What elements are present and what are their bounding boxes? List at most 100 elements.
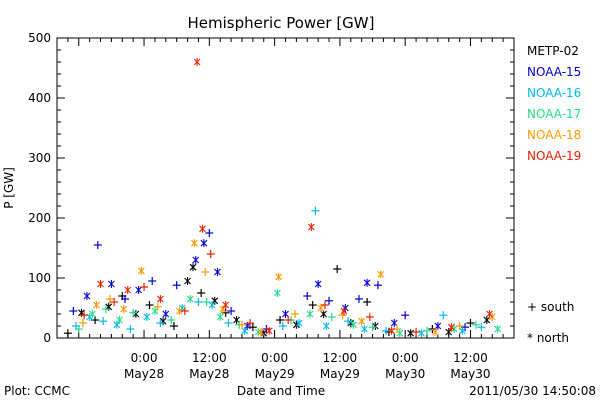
data-point-north: [295, 319, 303, 327]
footer-plot-source: Plot: CCMC: [4, 384, 70, 398]
data-point-south: [471, 320, 480, 329]
data-point-south: [308, 301, 317, 309]
y-tick-label: 500: [28, 31, 51, 45]
data-point-north: [151, 307, 159, 315]
data-point-south: [333, 265, 342, 273]
data-point-north: [116, 316, 123, 324]
data-point-north: [124, 286, 132, 294]
legend-marker-north: * north: [527, 331, 569, 345]
data-point-south: [248, 323, 257, 332]
data-point-south: [373, 281, 382, 290]
data-point-north: [307, 223, 315, 231]
data-point-north: [137, 266, 145, 275]
legend-entry: METP-02: [527, 44, 579, 58]
data-point-north: [156, 295, 164, 303]
data-point-north: [458, 326, 466, 335]
data-point-south: [167, 316, 176, 324]
data-point-south: [80, 311, 89, 320]
data-point-north: [88, 310, 96, 318]
legend-entry: NOAA-18: [527, 128, 581, 142]
data-point-north: [317, 304, 325, 312]
plot-border: [56, 37, 515, 339]
data-point-north: [388, 326, 395, 335]
x-axis-label: Date and Time: [237, 384, 325, 398]
data-point-south: [276, 316, 285, 324]
data-point-south: [455, 322, 464, 330]
y-tick-label: 200: [28, 211, 51, 225]
chart-title: Hemispheric Power [GW]: [188, 14, 375, 32]
data-point-north: [143, 313, 151, 321]
data-point-south: [121, 295, 130, 303]
data-point-south: [291, 310, 300, 318]
data-point-north: [322, 322, 330, 330]
legend-entry: NOAA-19: [527, 149, 581, 163]
data-point-north: [265, 326, 273, 335]
series-noaa-19: [80, 58, 493, 336]
x-tick-date-label: May28: [124, 367, 164, 381]
data-point-south: [101, 305, 110, 314]
data-point-north: [486, 310, 493, 318]
data-point-north: [162, 310, 170, 318]
data-point-north: [83, 292, 91, 300]
data-point-south: [237, 320, 246, 329]
data-point-north: [200, 239, 208, 248]
data-point-south: [172, 281, 181, 290]
x-tick-date-label: May30: [385, 367, 425, 381]
series-noaa-15: [69, 229, 470, 333]
data-point-north: [93, 301, 100, 309]
data-point-south: [205, 229, 214, 237]
series-noaa-18: [78, 239, 496, 336]
data-point-south: [303, 292, 312, 300]
data-point-north: [216, 313, 224, 321]
y-tick-label: 0: [43, 331, 51, 345]
y-axis-ticks: 0 100 200 300 400 500: [28, 31, 514, 345]
data-point-south: [78, 319, 87, 327]
legend: METP-02 NOAA-15 NOAA-16 NOAA-17 NOAA-18 NOAA-…: [527, 44, 581, 345]
data-point-south: [344, 317, 353, 326]
data-point-south: [363, 298, 372, 306]
x-axis-ticks: 0:00 May28 12:00 May28 0:00 May29 12:00 May29 0:…: [56, 38, 515, 381]
x-tick-date-label: May29: [320, 367, 360, 381]
legend-marker-south: + south: [527, 300, 574, 314]
data-point-north: [340, 307, 348, 315]
data-point-north: [176, 307, 183, 315]
data-point-south: [284, 316, 293, 324]
data-point-south: [327, 313, 336, 321]
data-point-south: [148, 277, 157, 285]
x-tick-time-label: 12:00: [323, 351, 358, 365]
data-point-south: [246, 319, 255, 327]
data-point-south: [197, 289, 206, 297]
data-point-north: [120, 305, 128, 314]
data-point-north: [211, 296, 219, 305]
data-point-south: [227, 307, 236, 315]
data-point-south: [74, 325, 83, 333]
data-point-south: [110, 298, 119, 306]
data-point-north: [448, 323, 455, 332]
data-point-south: [311, 206, 320, 215]
data-point-north: [222, 301, 230, 309]
data-point-south: [224, 319, 233, 327]
data-point-north: [314, 280, 322, 288]
x-tick-time-label: 0:00: [392, 351, 419, 365]
data-point-north: [434, 322, 442, 330]
data-point-south: [93, 241, 102, 249]
data-point-south: [180, 307, 189, 315]
data-point-north: [189, 263, 197, 272]
data-point-south: [422, 326, 431, 335]
data-point-south: [69, 307, 78, 315]
data-point-south: [466, 319, 475, 327]
data-point-south: [140, 283, 149, 291]
legend-entry: NOAA-17: [527, 107, 581, 121]
data-point-south: [439, 311, 448, 320]
data-point-south: [194, 298, 203, 306]
data-point-north: [282, 310, 289, 318]
x-tick-time-label: 0:00: [131, 351, 158, 365]
plot-frame: [56, 37, 515, 339]
data-points: [63, 58, 502, 338]
series-noaa-16: [72, 206, 486, 338]
x-tick-time-label: 12:00: [453, 351, 488, 365]
data-point-south: [145, 301, 154, 309]
data-point-south: [169, 322, 178, 330]
data-point-south: [202, 298, 211, 306]
